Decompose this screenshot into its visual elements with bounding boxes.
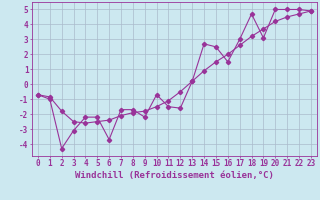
X-axis label: Windchill (Refroidissement éolien,°C): Windchill (Refroidissement éolien,°C)	[75, 171, 274, 180]
